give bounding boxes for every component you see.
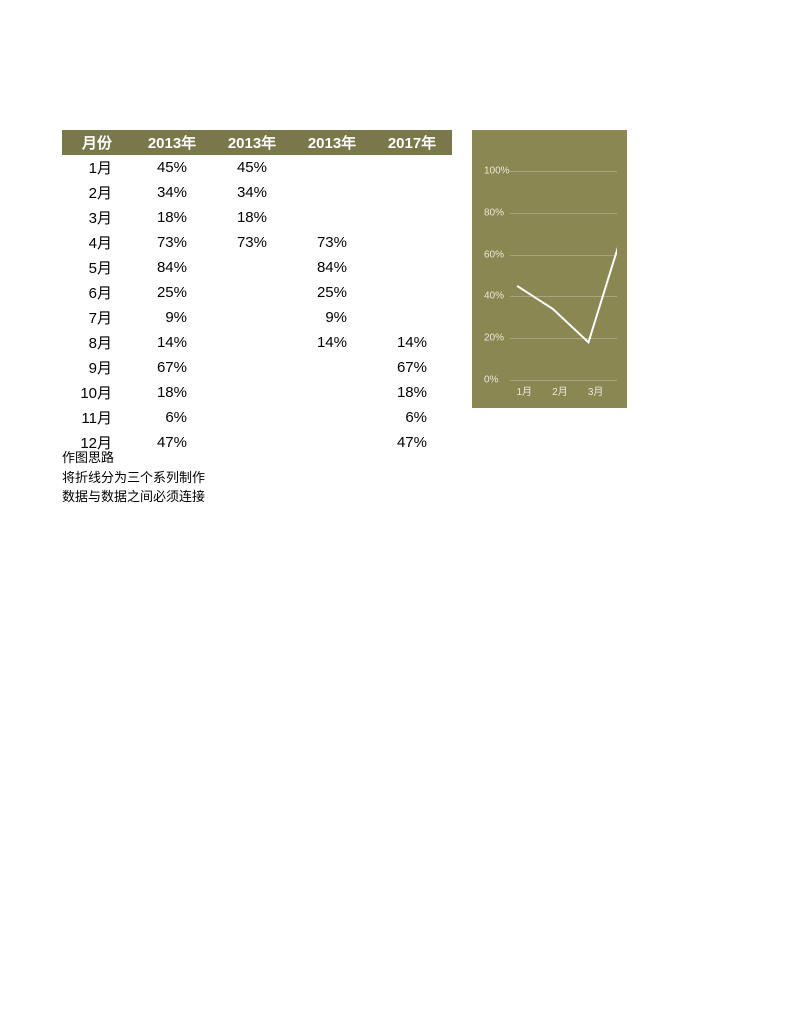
- table-row: 10月18%18%: [62, 380, 452, 405]
- table-cell: 67%: [372, 355, 452, 380]
- table-row: 4月73%73%73%: [62, 230, 452, 255]
- table-cell: [372, 230, 452, 255]
- chart-ylabel: 60%: [484, 249, 504, 260]
- table-cell: 6%: [372, 405, 452, 430]
- table-cell: 3月: [62, 205, 132, 230]
- note-line-2: 将折线分为三个系列制作: [62, 468, 205, 488]
- col-header-2013b: 2013年: [212, 130, 292, 155]
- table-cell: [372, 305, 452, 330]
- col-header-month: 月份: [62, 130, 132, 155]
- table-cell: [212, 255, 292, 280]
- table-row: 9月67%67%: [62, 355, 452, 380]
- table-cell: [212, 405, 292, 430]
- table-cell: [372, 205, 452, 230]
- table-cell: 18%: [132, 205, 212, 230]
- table-cell: 14%: [132, 330, 212, 355]
- table-cell: [212, 280, 292, 305]
- table-cell: [212, 355, 292, 380]
- table-cell: [212, 430, 292, 455]
- table-cell: 5月: [62, 255, 132, 280]
- chart-line-svg: [510, 140, 617, 398]
- table-cell: 4月: [62, 230, 132, 255]
- table-cell: 9%: [292, 305, 372, 330]
- table-cell: 6月: [62, 280, 132, 305]
- table-cell: 7月: [62, 305, 132, 330]
- table-cell: 84%: [292, 255, 372, 280]
- table-cell: [292, 155, 372, 180]
- table-row: 3月18%18%: [62, 205, 452, 230]
- chart-ylabel: 40%: [484, 291, 504, 302]
- table-cell: [292, 405, 372, 430]
- table-cell: [292, 355, 372, 380]
- table-cell: [292, 205, 372, 230]
- table-row: 11月6%6%: [62, 405, 452, 430]
- table-cell: 25%: [132, 280, 212, 305]
- table-cell: 45%: [212, 155, 292, 180]
- table-row: 1月45%45%: [62, 155, 452, 180]
- table-row: 2月34%34%: [62, 180, 452, 205]
- table-cell: 25%: [292, 280, 372, 305]
- table-cell: 11月: [62, 405, 132, 430]
- note-line-3: 数据与数据之间必须连接: [62, 487, 205, 507]
- table-cell: [372, 180, 452, 205]
- chart-ylabel: 80%: [484, 207, 504, 218]
- table-header-row: 月份 2013年 2013年 2013年 2017年: [62, 130, 452, 155]
- table-cell: 73%: [132, 230, 212, 255]
- table-cell: 45%: [132, 155, 212, 180]
- table-cell: 2月: [62, 180, 132, 205]
- note-line-1: 作图思路: [62, 448, 205, 468]
- table-cell: [372, 155, 452, 180]
- table-cell: 73%: [212, 230, 292, 255]
- chart-ylabel: 20%: [484, 333, 504, 344]
- table-cell: [292, 430, 372, 455]
- table-cell: 84%: [132, 255, 212, 280]
- table-cell: 8月: [62, 330, 132, 355]
- table-cell: [372, 255, 452, 280]
- table-cell: 34%: [212, 180, 292, 205]
- col-header-2017: 2017年: [372, 130, 452, 155]
- chart-ylabel: 0%: [484, 375, 498, 386]
- table-cell: 6%: [132, 405, 212, 430]
- data-table: 月份 2013年 2013年 2013年 2017年 1月45%45%2月34%…: [62, 130, 452, 455]
- table-cell: 9月: [62, 355, 132, 380]
- table-cell: 67%: [132, 355, 212, 380]
- table-cell: [372, 280, 452, 305]
- table-cell: [212, 330, 292, 355]
- table-cell: [212, 305, 292, 330]
- table-cell: [212, 380, 292, 405]
- col-header-2013c: 2013年: [292, 130, 372, 155]
- chart-ylabel: 100%: [484, 165, 510, 176]
- table-cell: 34%: [132, 180, 212, 205]
- table-cell: 18%: [372, 380, 452, 405]
- table-cell: 10月: [62, 380, 132, 405]
- table-cell: 73%: [292, 230, 372, 255]
- table-row: 7月9%9%: [62, 305, 452, 330]
- table-row: 5月84%84%: [62, 255, 452, 280]
- chart-series-line: [517, 227, 617, 342]
- table-row: 8月14%14%14%: [62, 330, 452, 355]
- table-cell: 18%: [212, 205, 292, 230]
- line-chart: 0%20%40%60%80%100%1月2月3月: [472, 130, 627, 408]
- table-cell: 14%: [372, 330, 452, 355]
- table-row: 6月25%25%: [62, 280, 452, 305]
- table-cell: 47%: [372, 430, 452, 455]
- table-cell: 18%: [132, 380, 212, 405]
- table-cell: [292, 380, 372, 405]
- col-header-2013a: 2013年: [132, 130, 212, 155]
- notes-block: 作图思路 将折线分为三个系列制作 数据与数据之间必须连接: [62, 448, 205, 507]
- table-cell: [292, 180, 372, 205]
- table-cell: 14%: [292, 330, 372, 355]
- table-cell: 1月: [62, 155, 132, 180]
- table-cell: 9%: [132, 305, 212, 330]
